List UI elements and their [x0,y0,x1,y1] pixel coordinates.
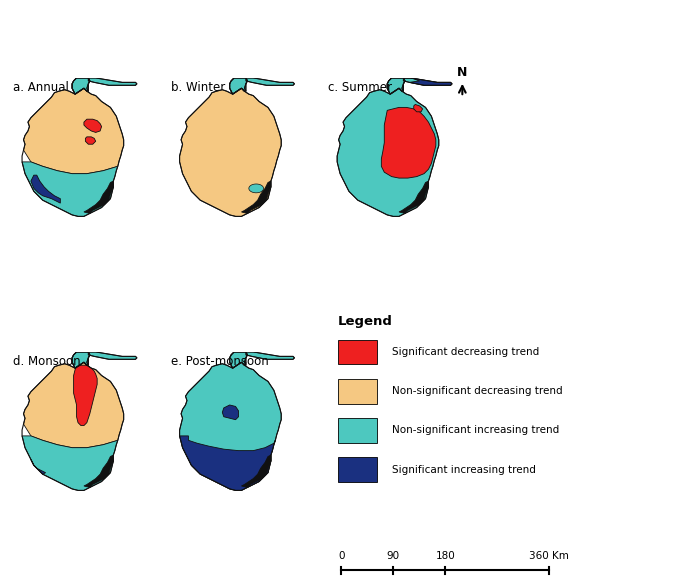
Bar [338,418,377,442]
Text: N: N [457,66,468,79]
Text: 0: 0 [338,551,345,561]
Bar [338,379,377,403]
Polygon shape [387,78,405,94]
Polygon shape [229,352,295,368]
Polygon shape [414,104,423,112]
Polygon shape [179,436,275,490]
Polygon shape [382,107,436,178]
Polygon shape [229,78,295,94]
Polygon shape [387,78,452,94]
Polygon shape [337,88,439,216]
Text: a. Annual: a. Annual [13,81,69,94]
Polygon shape [72,78,90,94]
Polygon shape [84,455,113,487]
Polygon shape [72,78,137,94]
Text: d. Monsoon: d. Monsoon [13,355,81,368]
Text: Non-significant decreasing trend: Non-significant decreasing trend [392,387,562,396]
Polygon shape [179,362,282,490]
Polygon shape [23,362,124,448]
Polygon shape [22,162,118,216]
Polygon shape [229,352,247,368]
Bar [338,340,377,364]
Polygon shape [249,184,264,193]
Text: Significant decreasing trend: Significant decreasing trend [392,347,539,357]
Text: e. Post-monsoon: e. Post-monsoon [171,355,269,368]
Text: b. Winter: b. Winter [171,81,225,94]
Polygon shape [86,137,96,144]
Text: Legend: Legend [338,315,393,328]
Polygon shape [223,405,238,420]
Polygon shape [31,175,60,203]
Text: c. Summer: c. Summer [328,81,393,94]
Polygon shape [241,455,271,487]
Text: Non-significant increasing trend: Non-significant increasing trend [392,426,559,436]
Polygon shape [73,365,97,426]
Bar [338,458,377,482]
Polygon shape [179,88,282,216]
Polygon shape [84,181,113,213]
Polygon shape [72,352,137,368]
Polygon shape [403,78,452,85]
Polygon shape [84,119,101,132]
Polygon shape [229,78,247,94]
Text: Significant increasing trend: Significant increasing trend [392,465,536,475]
Polygon shape [31,459,46,474]
Polygon shape [241,181,271,213]
Polygon shape [399,181,429,213]
Polygon shape [23,88,124,174]
Text: 360 Km: 360 Km [530,551,569,561]
Text: 180: 180 [436,551,455,561]
Polygon shape [72,352,90,368]
Polygon shape [22,436,118,490]
Text: 90: 90 [387,551,400,561]
